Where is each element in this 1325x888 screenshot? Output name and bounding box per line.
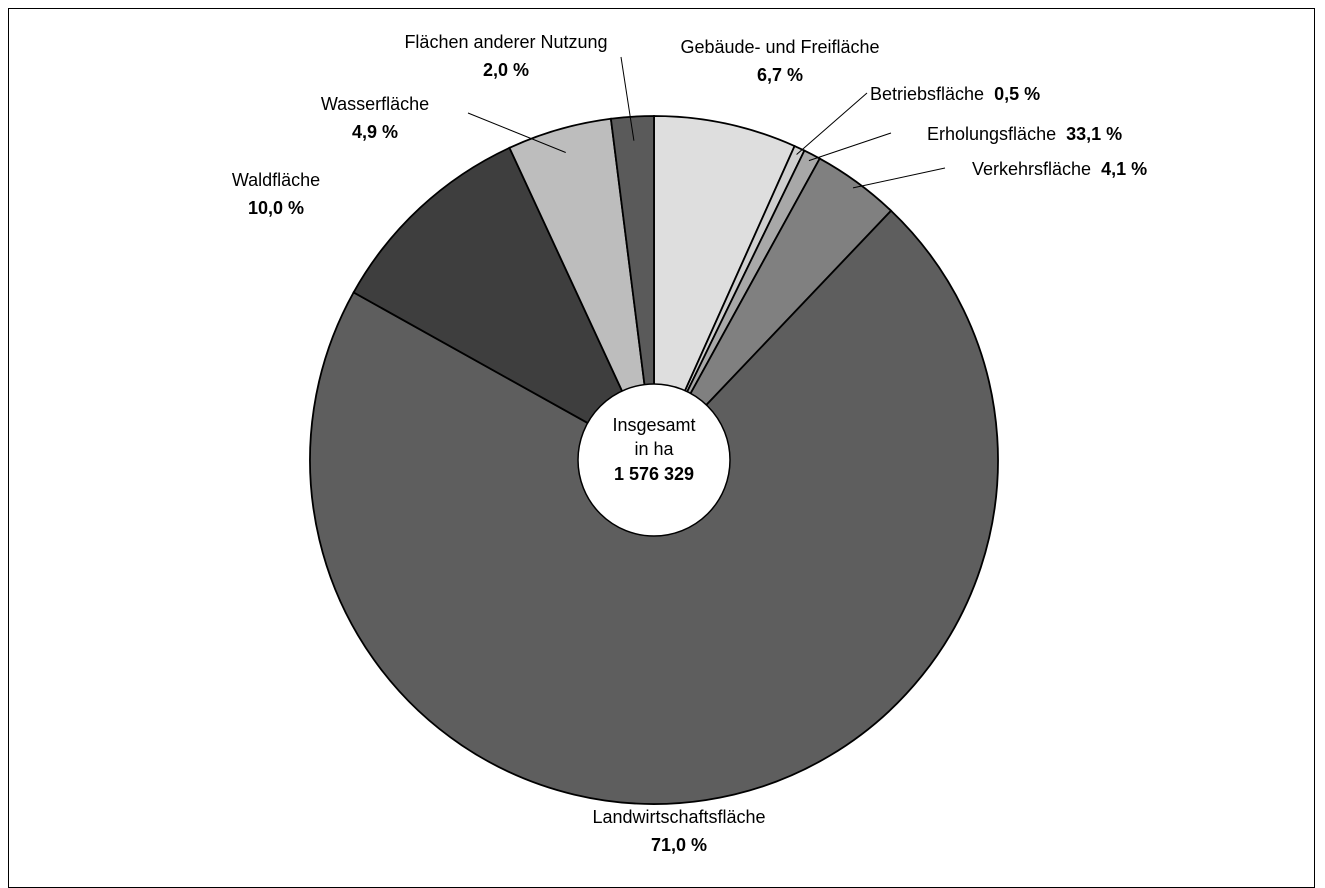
label-gebaeude-value: 6,7 % [757, 65, 803, 85]
label-verkehr-name: Verkehrsfläche [972, 159, 1091, 179]
label-wald-value: 10,0 % [248, 198, 304, 218]
label-betrieb-value: 0,5 % [994, 84, 1040, 104]
label-verkehr: Verkehrsfläche 4,1 % [972, 159, 1147, 179]
label-betrieb-name: Betriebsfläche [870, 84, 984, 104]
label-wasser-value: 4,9 % [352, 122, 398, 142]
leader-lines [467, 56, 946, 189]
center-label-line-2: in ha [634, 439, 674, 459]
label-landwirtschaft-value: 71,0 % [651, 835, 707, 855]
center-total-circle [577, 383, 731, 537]
label-andere-value: 2,0 % [483, 60, 529, 80]
label-landwirtschaft-name: Landwirtschaftsfläche [592, 807, 765, 827]
label-betrieb: Betriebsfläche 0,5 % [870, 84, 1040, 104]
label-wald-name: Waldfläche [232, 170, 320, 190]
pie-chart: Insgesamt in ha 1 576 329 Gebäude- und F… [232, 32, 1147, 855]
label-erholung-value: 33,1 % [1066, 124, 1122, 144]
leader-verkehr [852, 167, 946, 189]
leader-erholung [808, 132, 892, 162]
slice-gebaeude [653, 115, 796, 461]
leader-betrieb [796, 92, 868, 155]
chart-frame: Insgesamt in ha 1 576 329 Gebäude- und F… [8, 8, 1315, 888]
label-wasser-name: Wasserfläche [321, 94, 429, 114]
label-verkehr-value: 4,1 % [1101, 159, 1147, 179]
leader-wasser [467, 112, 566, 153]
label-gebaeude-name: Gebäude- und Freifläche [680, 37, 879, 57]
label-erholung: Erholungsfläche 33,1 % [927, 124, 1122, 144]
label-erholung-name: Erholungsfläche [927, 124, 1056, 144]
slice-andere [609, 115, 655, 461]
center-total-value: 1 576 329 [614, 464, 694, 484]
center-label-line-1: Insgesamt [612, 415, 695, 435]
leader-andere [620, 56, 635, 141]
label-andere-name: Flächen anderer Nutzung [404, 32, 607, 52]
slice-wald [352, 146, 656, 463]
